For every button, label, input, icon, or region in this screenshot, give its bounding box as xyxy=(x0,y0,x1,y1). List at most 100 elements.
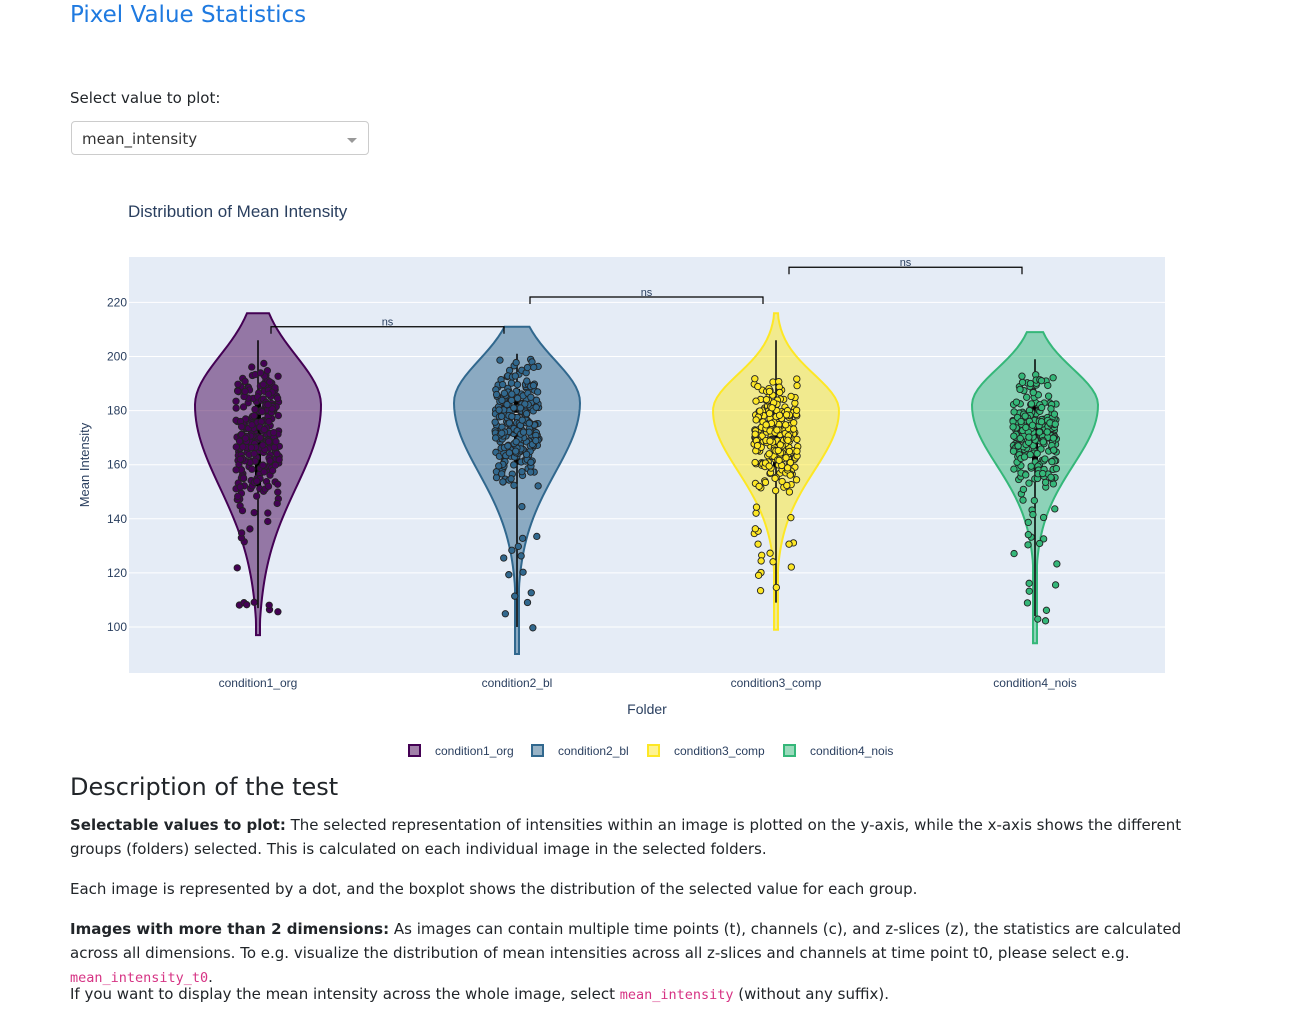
data-point xyxy=(1026,379,1035,388)
data-point xyxy=(776,388,784,397)
data-point xyxy=(505,571,513,579)
data-point xyxy=(265,601,273,609)
data-point xyxy=(775,456,783,464)
data-point xyxy=(782,454,790,462)
chevron-down-icon[interactable] xyxy=(347,138,357,143)
data-point xyxy=(1010,549,1018,558)
data-point xyxy=(752,503,761,511)
data-point xyxy=(241,377,249,386)
data-point xyxy=(263,367,272,375)
data-point xyxy=(510,461,518,469)
data-point xyxy=(1029,388,1037,397)
data-point xyxy=(250,412,258,420)
data-point xyxy=(1025,587,1033,595)
data-point xyxy=(271,461,279,469)
data-point xyxy=(247,443,256,452)
data-point xyxy=(238,506,247,515)
data-point xyxy=(754,382,762,391)
data-point xyxy=(516,404,525,412)
data-point xyxy=(499,478,507,486)
data-point xyxy=(1019,485,1028,494)
data-point xyxy=(792,406,801,414)
data-point xyxy=(792,476,801,484)
significance-label: ns xyxy=(382,317,394,329)
data-point xyxy=(775,411,784,419)
bracket-line xyxy=(270,326,505,334)
legend-item-condition1_org[interactable]: condition1_org xyxy=(408,744,514,758)
data-point xyxy=(498,396,506,404)
data-point xyxy=(526,468,535,476)
data-point xyxy=(1049,446,1058,454)
data-point xyxy=(1039,535,1048,543)
data-point xyxy=(266,457,274,465)
data-point xyxy=(1039,513,1048,522)
data-point xyxy=(1053,560,1061,568)
data-point xyxy=(527,589,535,597)
data-point xyxy=(275,456,283,464)
data-point xyxy=(793,447,801,455)
data-point xyxy=(274,608,282,616)
data-point xyxy=(250,508,258,517)
data-point xyxy=(1024,541,1032,549)
data-point xyxy=(534,482,542,490)
data-point xyxy=(241,387,249,396)
data-point xyxy=(523,363,532,372)
legend-swatch xyxy=(531,744,544,757)
data-point xyxy=(772,583,781,592)
legend-item-condition4_nois[interactable]: condition4_nois xyxy=(783,744,893,758)
data-point xyxy=(248,363,256,371)
data-point xyxy=(234,492,242,501)
violin-condition1_org xyxy=(194,312,322,637)
data-point xyxy=(773,426,781,434)
data-point xyxy=(1020,453,1029,461)
x-axis-title: Folder xyxy=(627,701,667,717)
data-point xyxy=(264,509,272,517)
description-paragraph-2: Each image is represented by a dot, and … xyxy=(70,877,1190,901)
data-point xyxy=(1041,455,1049,463)
description-paragraph-4: If you want to display the mean intensit… xyxy=(70,985,889,1003)
bracket-line xyxy=(529,296,764,304)
data-point xyxy=(256,369,265,377)
data-point xyxy=(234,380,242,388)
data-point xyxy=(1014,442,1022,450)
data-point xyxy=(762,395,771,404)
data-point xyxy=(253,477,261,485)
data-point xyxy=(532,437,540,445)
multidim-text: As images can contain multiple time poin… xyxy=(70,920,1182,962)
data-point xyxy=(239,474,248,482)
whole-image-text: If you want to display the mean intensit… xyxy=(70,985,620,1003)
legend-swatch xyxy=(647,744,660,757)
data-point xyxy=(1018,378,1027,387)
data-point xyxy=(787,392,795,401)
data-point xyxy=(769,558,777,566)
data-point xyxy=(765,450,773,458)
data-point xyxy=(241,434,250,442)
significance-bracket: ns xyxy=(529,287,764,304)
data-point xyxy=(1042,606,1051,614)
data-point xyxy=(1010,408,1018,416)
data-point xyxy=(233,564,241,572)
data-point xyxy=(498,429,506,437)
data-point xyxy=(1049,374,1057,382)
value-dropdown[interactable]: mean_intensity xyxy=(71,121,369,155)
data-point xyxy=(1022,471,1030,479)
data-point xyxy=(1023,393,1031,401)
legend-item-condition2_bl[interactable]: condition2_bl xyxy=(531,744,629,758)
data-point xyxy=(1051,420,1059,428)
data-point xyxy=(1025,433,1033,441)
y-tick-label: 200 xyxy=(107,350,127,364)
data-point xyxy=(1036,539,1044,548)
data-point xyxy=(519,428,528,436)
violin-condition4_nois xyxy=(971,331,1100,645)
data-point xyxy=(511,592,519,600)
data-point xyxy=(237,423,246,431)
legend-item-condition3_comp[interactable]: condition3_comp xyxy=(647,744,765,758)
data-point xyxy=(1017,417,1025,426)
data-point xyxy=(533,532,541,541)
data-point xyxy=(513,380,522,389)
data-point xyxy=(498,470,506,478)
legend-swatch xyxy=(783,744,796,757)
data-point xyxy=(500,554,508,562)
data-point xyxy=(1052,464,1061,473)
data-point xyxy=(238,529,246,537)
